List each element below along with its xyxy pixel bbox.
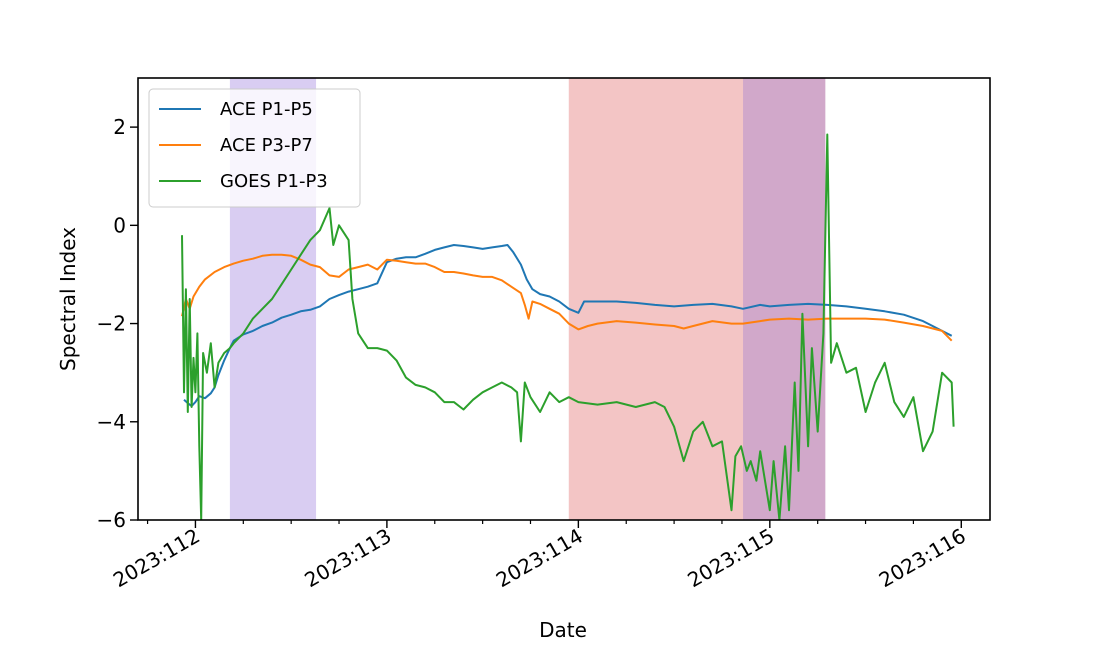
x-tick-label: 2023:115	[683, 524, 778, 593]
y-tick-label: −2	[97, 312, 126, 336]
x-axis: 2023:112 2023:113 2023:114 2023:115 2023:116	[109, 520, 970, 592]
legend-label-3: GOES P1-P3	[220, 171, 328, 192]
series-line-2	[181, 253, 953, 342]
y-tick-label: −6	[97, 508, 126, 532]
x-tick-label: 2023:113	[300, 524, 395, 593]
legend: ACE P1-P5 ACE P3-P7 GOES P1-P3	[148, 88, 361, 208]
x-axis-title: Date	[539, 618, 587, 642]
x-tick-label: 2023:114	[492, 524, 587, 593]
legend-label-2: ACE P3-P7	[220, 135, 313, 156]
y-tick-label: −4	[97, 410, 126, 434]
y-tick-label: 0	[113, 213, 126, 237]
series-line-3	[181, 133, 955, 520]
y-tick-label: 2	[113, 115, 126, 139]
shaded-region-2	[568, 78, 744, 520]
x-tick-label: 2023:116	[875, 524, 970, 593]
series-lines	[181, 133, 955, 520]
y-axis-title: Spectral Index	[56, 227, 80, 371]
legend-label-1: ACE P1-P5	[220, 99, 313, 120]
plot-frame	[137, 77, 991, 521]
y-axis: 2 0 −2 −4 −6	[97, 115, 138, 532]
legend-box	[148, 88, 361, 208]
x-tick-label: 2023:112	[109, 524, 204, 593]
